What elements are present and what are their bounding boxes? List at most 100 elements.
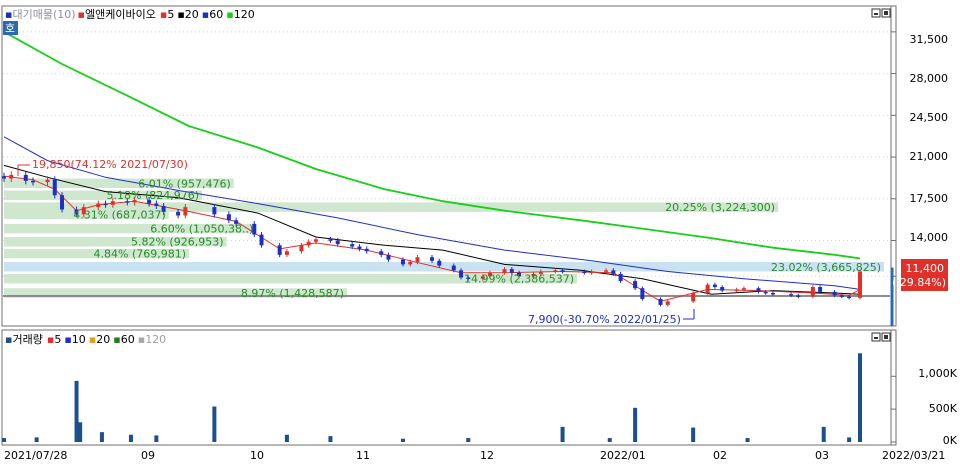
- candle-up: [132, 199, 137, 203]
- legend-marker-icon: ▪: [78, 8, 85, 21]
- price-tick-label: 21,000: [910, 150, 949, 163]
- volume-bar: [78, 422, 83, 442]
- supply-profile-bar: [4, 190, 203, 200]
- sign-tab[interactable]: [3, 21, 18, 35]
- volume-tick-label: 0K: [943, 434, 958, 447]
- vma5-label: 5: [54, 333, 61, 346]
- candle-down: [350, 244, 355, 247]
- candle-up: [589, 271, 594, 274]
- vma60-marker-icon: ▪: [113, 333, 120, 346]
- ma120-label: 120: [234, 8, 255, 21]
- volume-bar: [284, 434, 289, 442]
- price-tick-label: 24,500: [910, 111, 949, 124]
- candle-down: [386, 254, 391, 260]
- candle-down: [226, 214, 231, 221]
- current-price: 11,400: [906, 262, 945, 275]
- vma120-label: 120: [145, 333, 166, 346]
- ma60-marker-icon: ▪: [202, 8, 209, 21]
- sign-tab-label: 호: [5, 22, 15, 35]
- supply-profile-label: 6.60% (1,050,38..): [150, 223, 253, 236]
- candle-up: [665, 301, 670, 305]
- supply-profile-bar: [4, 288, 347, 298]
- vma120-marker-icon: ▪: [138, 333, 145, 346]
- candle-up: [81, 207, 86, 215]
- supply-profile-label: 5.82% (926,953): [131, 236, 224, 249]
- candle-up: [306, 241, 311, 246]
- candle-down: [147, 199, 152, 204]
- candle-down: [658, 298, 663, 305]
- candle-up: [741, 288, 746, 290]
- volume-bar: [691, 427, 696, 442]
- price-panel-buttons[interactable]: [871, 8, 891, 18]
- candle-down: [364, 248, 369, 252]
- candle-up: [110, 201, 115, 205]
- candle-down: [437, 260, 442, 266]
- candle-up: [553, 270, 558, 272]
- candle-up: [604, 270, 609, 272]
- supply-profile-bar: [4, 223, 257, 234]
- candle-down: [357, 246, 362, 249]
- volume-bar: [745, 438, 750, 442]
- candle-down: [459, 270, 464, 278]
- volume-tick-label: 1,000K: [918, 367, 957, 380]
- volume-bar: [328, 436, 333, 442]
- supply-profile-label: 8.97% (1,428,587): [241, 287, 344, 300]
- supply-profile-label: 6.01% (957,476): [138, 177, 231, 190]
- candle-down: [335, 240, 340, 245]
- candle-down: [379, 251, 384, 255]
- volume-bar: [560, 426, 565, 442]
- supply-profile-bar: [4, 236, 227, 247]
- candle-up: [299, 245, 304, 252]
- candle-up: [96, 203, 101, 208]
- candle-up: [408, 261, 413, 265]
- price-legend: ▪대기매물(10) ▪엘앤케이바이오 ▪5 ▪20 ▪60 ▪120: [5, 8, 255, 21]
- supply-profile-bar: [4, 209, 169, 220]
- volume-layer: [2, 353, 862, 442]
- candle-down: [234, 220, 239, 224]
- volume-bar: [154, 435, 159, 442]
- price-tick-label: 31,500: [910, 33, 949, 46]
- x-tick-label: 12: [480, 449, 494, 462]
- x-tick-label: 03: [815, 449, 829, 462]
- volume-bar: [858, 353, 862, 442]
- x-tick-label: 2022/03/21: [882, 449, 945, 462]
- supply-profile-bar: [4, 202, 779, 212]
- candle-up: [9, 174, 14, 179]
- grid-layer: [3, 31, 896, 443]
- candle-down: [451, 265, 456, 271]
- ma5-marker-icon: ▪: [160, 8, 167, 21]
- candle-up: [531, 273, 536, 277]
- supply-profile-label: 5.18% (824,976): [107, 189, 200, 202]
- ma60-line: [3, 136, 861, 290]
- candle-down: [582, 271, 587, 274]
- candle-down: [720, 287, 725, 291]
- candle-down: [212, 207, 217, 215]
- candle-down: [847, 296, 852, 299]
- supply-profile-bar: [4, 178, 234, 189]
- supply-profile-bar: [4, 248, 190, 259]
- candle-down: [633, 281, 638, 289]
- candles-layer: [2, 171, 862, 307]
- volume-bar: [99, 432, 104, 442]
- x-tick-label: 2021/07/28: [4, 449, 67, 462]
- candle-down: [277, 245, 282, 255]
- vma20-marker-icon: ▪: [89, 333, 96, 346]
- candle-up: [858, 271, 862, 298]
- supply-profile-label: 20.25% (3,224,300): [665, 201, 775, 214]
- vma10-marker-icon: ▪: [64, 333, 71, 346]
- stock-name: 엘앤케이바이오: [85, 8, 156, 21]
- volume-bar: [400, 438, 405, 442]
- current-change: ( 29.84%): [892, 276, 946, 289]
- candle-down: [125, 201, 130, 203]
- candle-down: [154, 203, 159, 206]
- volume-panel-buttons[interactable]: [871, 332, 891, 342]
- candle-up: [691, 292, 696, 302]
- low-price-marker: 7,900(-30.70% 2022/01/25): [528, 313, 681, 326]
- volume-tick-label: 500K: [929, 402, 958, 415]
- candle-up: [734, 289, 739, 291]
- candle-down: [618, 273, 623, 282]
- volume-panel-frame: [1, 329, 897, 446]
- candle-down: [176, 211, 181, 216]
- candle-down: [756, 288, 761, 292]
